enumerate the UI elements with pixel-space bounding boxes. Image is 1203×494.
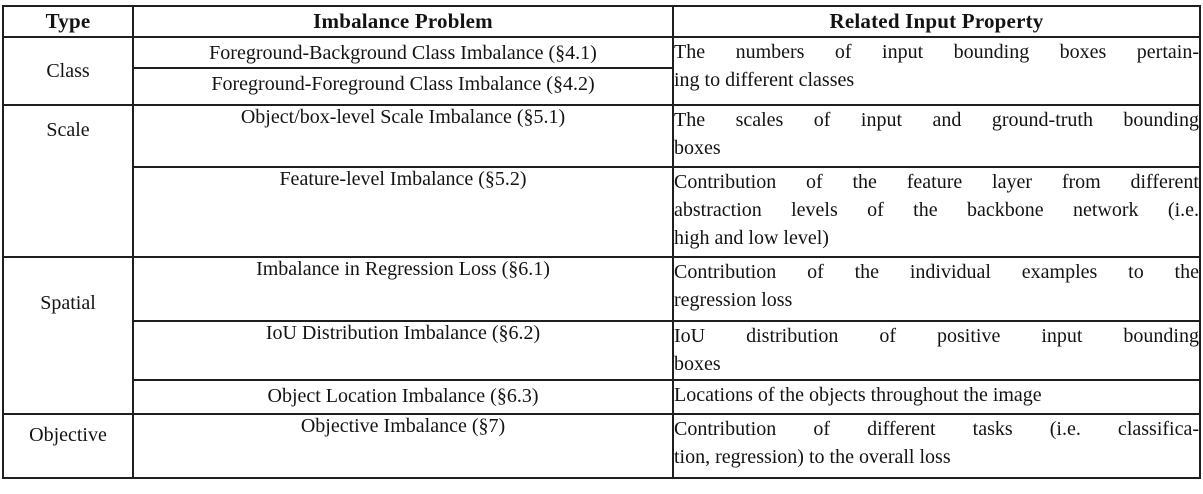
type-cell-objective: Objective: [2, 413, 134, 479]
property-cell-feature-level: Contribution of the feature layer from d…: [672, 166, 1201, 258]
property-line: regression loss: [674, 289, 793, 311]
property-line: abstraction levels of the backbone netwo…: [674, 199, 1199, 221]
property-cell-objective: Contribution of different tasks (i.e. cl…: [672, 413, 1201, 479]
property-cell-iou-distribution: IoU distribution of positive input bound…: [672, 320, 1201, 381]
header-row: Type Imbalance Problem Related Input Pro…: [2, 5, 1201, 38]
type-cell-spatial: Spatial: [2, 256, 134, 415]
property-cell-class: The numbers of input bounding boxes pert…: [672, 36, 1201, 106]
property-cell-regression-loss: Contribution of the individual examples …: [672, 256, 1201, 322]
row-fg-bg-class-imbalance: Class Foreground-Background Class Imbala…: [2, 36, 1201, 106]
property-line: boxes: [674, 137, 721, 159]
row-object-box-level-scale-imbalance: Scale Object/box-level Scale Imbalance (…: [2, 104, 1201, 258]
property-line: high and low level): [674, 227, 829, 249]
problem-cell-iou-distribution-imbalance: IoU Distribution Imbalance (§6.2): [132, 320, 674, 381]
header-type: Type: [2, 5, 134, 38]
property-line: The scales of input and ground-truth bou…: [674, 109, 1199, 131]
type-cell-class: Class: [2, 36, 134, 106]
header-related-input-property: Related Input Property: [672, 5, 1201, 38]
type-cell-scale: Scale: [2, 104, 134, 258]
property-cell-object-location: Locations of the objects throughout the …: [672, 379, 1201, 415]
property-line: ing to different classes: [674, 69, 855, 91]
property-cell-object-box-level-scale: The scales of input and ground-truth bou…: [672, 104, 1201, 168]
row-feature-level-imbalance: Feature-level Imbalance (§5.2) Contribut…: [3, 166, 1201, 258]
problem-cell-object-box-level-scale-imbalance: Object/box-level Scale Imbalance (§5.1): [132, 104, 674, 168]
row-iou-distribution-imbalance: IoU Distribution Imbalance (§6.2) IoU di…: [3, 320, 1201, 381]
property-line: IoU distribution of positive input bound…: [674, 325, 1199, 347]
property-line: Contribution of different tasks (i.e. cl…: [674, 418, 1199, 440]
row-objective-imbalance: Objective Objective Imbalance (§7) Contr…: [2, 413, 1201, 479]
property-line: tion, regression) to the overall loss: [674, 446, 951, 468]
row-fg-fg-class-imbalance: Foreground-Foreground Class Imbalance (§…: [3, 67, 1200, 106]
problem-cell-object-location-imbalance: Object Location Imbalance (§6.3): [132, 379, 674, 415]
property-line: The numbers of input bounding boxes pert…: [674, 41, 1199, 63]
property-line: Contribution of the feature layer from d…: [674, 171, 1199, 193]
property-line: Locations of the objects throughout the …: [674, 384, 1042, 406]
property-line: boxes: [674, 353, 721, 375]
property-line: Contribution of the individual examples …: [674, 261, 1199, 283]
problem-cell-objective-imbalance: Objective Imbalance (§7): [132, 413, 674, 479]
problem-cell-feature-level-imbalance: Feature-level Imbalance (§5.2): [132, 166, 674, 258]
header-imbalance-problem: Imbalance Problem: [132, 5, 674, 38]
imbalance-types-table: Type Imbalance Problem Related Input Pro…: [2, 5, 1201, 479]
problem-cell-fg-fg-class-imbalance: Foreground-Foreground Class Imbalance (§…: [132, 67, 674, 106]
row-imbalance-in-regression-loss: Spatial Imbalance in Regression Loss (§6…: [2, 256, 1201, 415]
problem-cell-imbalance-in-regression-loss: Imbalance in Regression Loss (§6.1): [132, 256, 674, 322]
row-object-location-imbalance: Object Location Imbalance (§6.3) Locatio…: [3, 379, 1201, 415]
problem-cell-fg-bg-class-imbalance: Foreground-Background Class Imbalance (§…: [132, 36, 674, 69]
